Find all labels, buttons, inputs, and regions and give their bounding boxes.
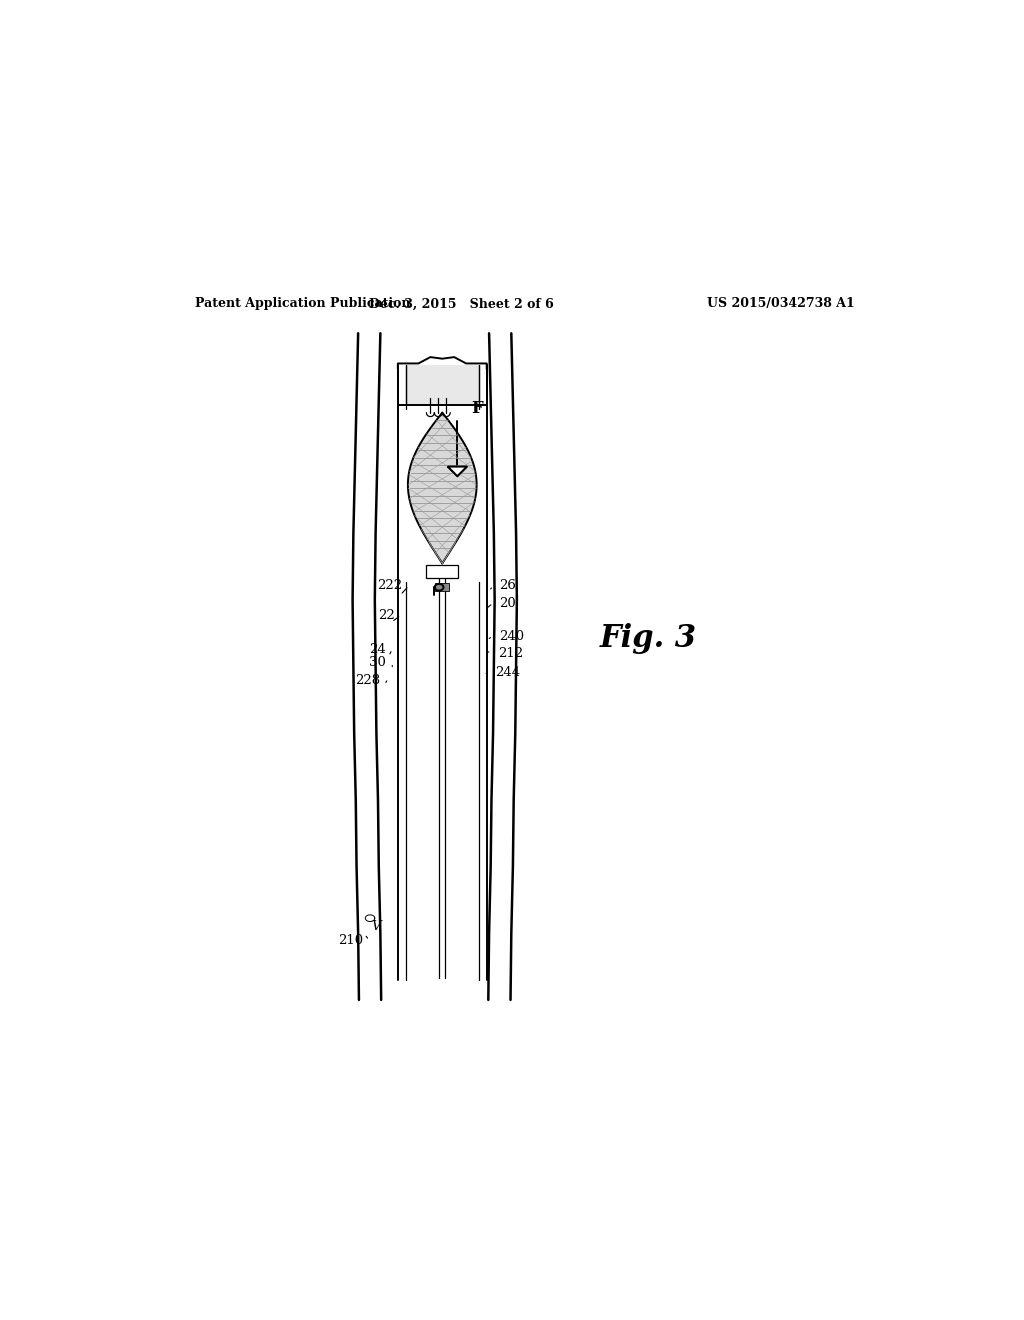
Text: 26: 26	[500, 579, 516, 593]
Text: 212: 212	[498, 647, 523, 660]
Text: 24: 24	[370, 643, 386, 656]
Text: 240: 240	[500, 630, 524, 643]
Polygon shape	[447, 466, 467, 477]
Text: 210: 210	[338, 933, 362, 946]
Bar	[435, 583, 450, 591]
Text: F: F	[471, 400, 482, 417]
Text: V: V	[372, 920, 381, 933]
Text: Patent Application Publication: Patent Application Publication	[196, 297, 411, 310]
Text: 22: 22	[378, 609, 394, 622]
Text: Fig. 3: Fig. 3	[600, 623, 697, 655]
Text: 244: 244	[496, 665, 520, 678]
Bar	[426, 565, 458, 578]
Text: Dec. 3, 2015   Sheet 2 of 6: Dec. 3, 2015 Sheet 2 of 6	[369, 297, 554, 310]
Text: 222: 222	[378, 579, 402, 593]
Text: 20: 20	[500, 597, 516, 610]
Text: 30: 30	[369, 656, 386, 669]
Text: US 2015/0342738 A1: US 2015/0342738 A1	[708, 297, 855, 310]
Polygon shape	[408, 413, 476, 564]
Bar	[406, 366, 479, 405]
Text: 228: 228	[355, 675, 380, 688]
